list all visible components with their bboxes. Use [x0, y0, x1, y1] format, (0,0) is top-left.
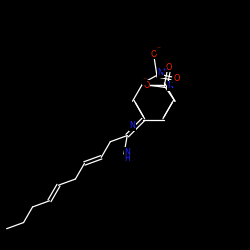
Text: H: H — [124, 154, 130, 163]
Text: O: O — [144, 80, 150, 90]
Text: O: O — [173, 74, 180, 83]
Text: N: N — [124, 148, 130, 156]
Text: O: O — [151, 50, 157, 59]
Text: N: N — [129, 121, 135, 130]
Text: N: N — [167, 82, 173, 90]
Text: +: + — [161, 67, 166, 72]
Text: O: O — [166, 63, 172, 72]
Text: +: + — [170, 80, 175, 86]
Text: N: N — [158, 68, 164, 77]
Text: ⁻: ⁻ — [142, 76, 146, 84]
Text: ⁻: ⁻ — [157, 44, 161, 54]
